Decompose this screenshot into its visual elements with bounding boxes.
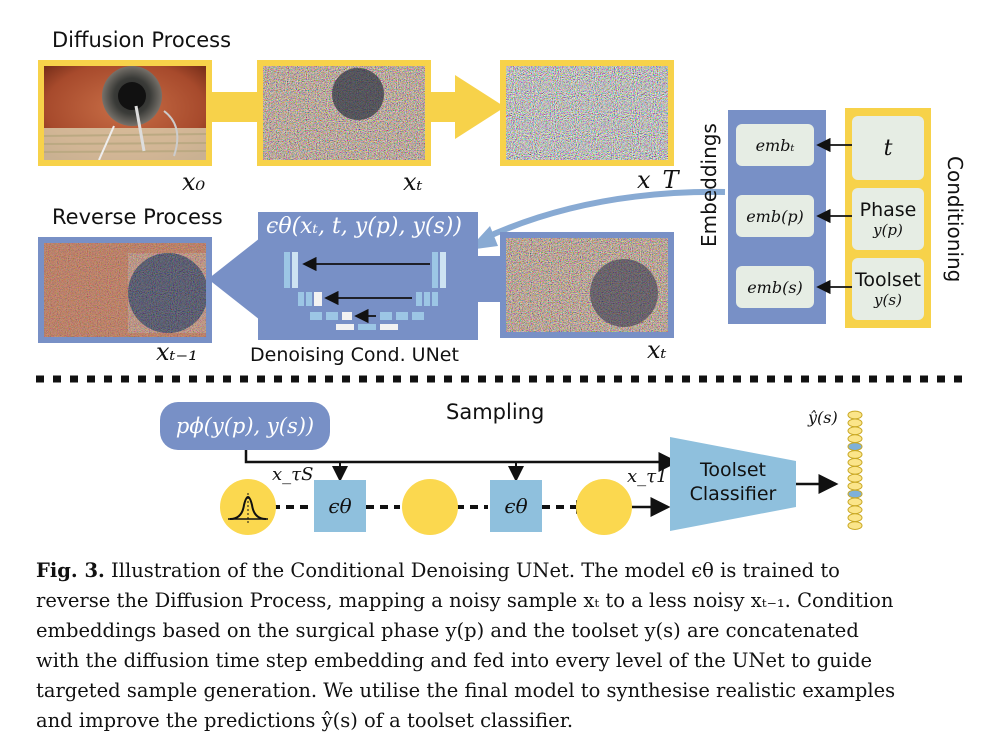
caption-line-3: embeddings based on the surgical phase y… [36,619,859,642]
unet-diagram [284,252,446,330]
image-xT-noise [500,60,674,166]
unet-box: ϵθ(xₜ, t, y(p), y(s)) [258,212,478,340]
denoise-step-1: ϵθ [314,480,366,532]
gaussian-noise-circle [220,479,276,535]
label-x-tau-s: x_τS [272,464,314,485]
prediction-cell [847,489,863,499]
emb-phase: emb(p) [736,195,814,237]
caption-line-4: with the diffusion time step embedding a… [36,649,873,672]
unet-formula: ϵθ(xₜ, t, y(p), y(s)) [266,214,462,239]
prediction-cell [847,458,863,467]
label-xt-top: xₜ [403,168,423,196]
prediction-cell [847,426,863,436]
label-xt-minus-1: xₜ₋₁ [156,338,198,366]
caption-text-1: Illustration of the Conditional Denoisin… [111,559,840,582]
cond-phase-var: y(p) [873,221,903,239]
label-x-tau-1: x_τ1 [627,466,668,487]
cond-t: t [852,116,924,180]
cond-toolset-label: Toolset [855,269,921,291]
final-sample-circle [576,479,632,535]
caption-fig-label: Fig. 3. [36,559,105,582]
label-xT: x_T [637,166,679,194]
label-x0: x₀ [182,168,206,196]
prediction-cell [847,410,863,420]
caption-line-6: and improve the predictions ŷ(s) of a to… [36,709,574,732]
image-xt-minus-1 [38,237,212,343]
prediction-cell [847,450,863,459]
prediction-cell [847,418,863,428]
sampling-title: Sampling [446,400,545,424]
prior-box: pϕ(y(p), y(s)) [160,402,330,450]
conditioning-title-text: Conditioning [943,156,967,283]
prediction-cell [847,465,863,475]
cond-phase-label: Phase [859,199,917,221]
intermediate-sample-circle [402,479,458,535]
prediction-cell [847,481,863,491]
toolset-classifier-label: Toolset Classifier [689,459,777,505]
prediction-cell [847,497,863,507]
image-xt-noisy [257,60,431,166]
gaussian-icon [228,493,268,523]
reverse-process-title: Reverse Process [52,205,223,229]
cond-toolset-var: y(s) [874,291,902,309]
prediction-cell [847,473,863,483]
prediction-vector [847,410,863,530]
prediction-cell [847,513,863,523]
emb-t: embₜ [736,124,814,166]
caption-line-2: reverse the Diffusion Process, mapping a… [36,589,894,612]
embeddings-title-text: Embeddings [697,123,721,247]
prediction-cell [847,434,863,444]
cond-to-emb-arrows [816,137,852,295]
unet-label: Denoising Cond. UNet [250,344,459,366]
prediction-cell [847,442,863,451]
label-xt-right: xₜ [647,336,667,364]
cond-t-label: t [883,135,893,161]
emb-toolset: emb(s) [736,266,814,308]
section-separator [36,375,962,383]
cond-phase: Phase y(p) [852,188,924,250]
image-x0 [38,60,212,166]
figure-caption: Fig. 3. Illustration of the Conditional … [36,556,962,736]
image-xt-right [500,232,674,338]
prediction-cell [847,505,863,515]
denoise-step-2: ϵθ [490,480,542,532]
toolset-classifier-shape [670,437,796,531]
prediction-cell [847,521,863,530]
caption-line-1: Fig. 3. Illustration of the Conditional … [36,556,962,586]
y-hat-label: ŷ(s) [808,408,838,427]
caption-line-5: targeted sample generation. We utilise t… [36,679,896,702]
diffusion-process-title: Diffusion Process [52,28,232,52]
prior-label: pϕ(y(p), y(s)) [175,414,315,438]
cond-toolset: Toolset y(s) [852,258,924,320]
